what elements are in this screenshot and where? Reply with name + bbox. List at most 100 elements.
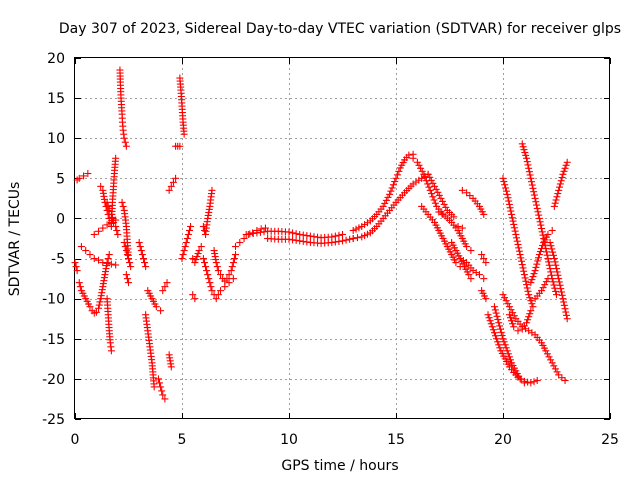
data-point-trace-ah xyxy=(440,200,448,208)
data-point-trace-au xyxy=(510,224,518,232)
data-point-trace-z xyxy=(217,287,225,295)
data-point-trace-ak xyxy=(467,275,475,283)
data-point-trace-ar xyxy=(505,353,513,361)
data-point-trace-av xyxy=(543,251,551,259)
data-point-trace-au xyxy=(523,284,531,292)
data-point-trace-t xyxy=(176,142,184,150)
data-point-trace-au xyxy=(527,297,535,305)
data-point-trace-as xyxy=(502,297,510,305)
data-points xyxy=(71,66,571,403)
data-point-trace-av xyxy=(525,168,533,176)
data-point-trace-ay xyxy=(555,275,563,283)
data-point-trace-au xyxy=(507,207,515,215)
data-point-trace-aq xyxy=(524,378,532,386)
data-point-trace-au xyxy=(513,237,521,245)
data-point-trace-b xyxy=(86,303,94,311)
data-point-trace-ac xyxy=(339,230,346,238)
data-point-trace-ag xyxy=(431,199,439,207)
data-point-trace-ay xyxy=(550,255,558,263)
data-point-trace-ar xyxy=(491,306,499,314)
y-tick-label: 5 xyxy=(56,171,65,187)
data-point-trace-ag xyxy=(409,154,417,162)
data-point-trace-ar xyxy=(501,341,509,349)
data-point-trace-au xyxy=(528,300,536,308)
data-point-trace-av xyxy=(538,224,546,232)
data-point-trace-ae xyxy=(382,196,390,204)
data-point-trace-aa xyxy=(228,263,236,271)
data-point-trace-p xyxy=(154,375,162,383)
data-point-trace-au xyxy=(520,267,528,275)
data-point-trace-ax xyxy=(550,202,558,210)
data-point-trace-as xyxy=(550,362,558,370)
data-point-trace-z xyxy=(202,263,210,271)
data-point-trace-ab xyxy=(232,243,239,251)
data-point-trace-ah xyxy=(434,188,442,196)
data-point-trace-k xyxy=(126,259,134,267)
y-tick-label: -20 xyxy=(42,372,65,388)
data-point-trace-s xyxy=(167,363,175,371)
data-point-trace-z xyxy=(208,287,216,295)
data-point-trace-z xyxy=(214,291,222,299)
data-point-trace-m xyxy=(142,263,150,271)
data-point-trace-ax xyxy=(554,190,562,198)
data-point-trace-j xyxy=(119,202,127,210)
data-point-trace-aw xyxy=(528,276,536,284)
data-point-trace-z xyxy=(205,275,213,283)
data-point-trace-v xyxy=(185,226,193,234)
data-point-trace-ay xyxy=(559,295,567,303)
data-point-trace-j xyxy=(118,198,126,206)
data-point-trace-b xyxy=(95,301,103,309)
data-point-trace-b xyxy=(105,251,113,259)
data-point-trace-ae xyxy=(387,187,395,195)
data-point-trace-y xyxy=(199,222,207,230)
data-point-trace-b xyxy=(92,308,100,316)
data-point-trace-aw xyxy=(535,254,543,262)
data-point-trace-aa xyxy=(232,251,239,259)
data-point-trace-aq xyxy=(489,326,497,334)
data-point-trace-aa xyxy=(230,255,238,263)
data-point-trace-aq xyxy=(487,320,495,328)
data-point-trace-ae xyxy=(393,171,401,179)
data-point-trace-aq xyxy=(495,341,503,349)
data-point-trace-ao xyxy=(480,255,488,263)
data-point-trace-ar xyxy=(503,347,511,355)
data-point-trace-ar xyxy=(496,325,504,333)
data-point-trace-az xyxy=(542,278,550,286)
data-point-trace-ay xyxy=(561,305,569,313)
x-tick-label: 25 xyxy=(601,432,619,448)
data-point-trace-at xyxy=(526,310,534,318)
data-point-trace-x xyxy=(189,291,197,299)
data-point-trace-i xyxy=(122,142,130,150)
y-tick-label: -15 xyxy=(42,332,65,348)
data-point-trace-av xyxy=(530,188,538,196)
data-point-trace-aq xyxy=(492,332,500,340)
x-tick-label: 20 xyxy=(494,432,512,448)
data-point-trace-au xyxy=(516,251,524,259)
data-point-trace-ao xyxy=(478,251,486,259)
data-point-trace-au xyxy=(525,291,533,299)
data-point-trace-aw xyxy=(535,251,543,259)
data-point-trace-k xyxy=(127,263,135,271)
data-point-trace-ax xyxy=(562,161,570,169)
data-point-trace-ar xyxy=(499,335,507,343)
data-point-trace-av xyxy=(535,214,543,222)
data-point-trace-ac xyxy=(331,232,339,240)
data-point-trace-al xyxy=(480,275,488,283)
data-point-trace-ae xyxy=(392,174,400,182)
data-point-trace-k xyxy=(125,255,132,263)
data-point-trace-av xyxy=(533,201,541,209)
data-point-trace-aw xyxy=(548,226,556,234)
data-point-trace-m xyxy=(141,259,149,267)
data-point-trace-as xyxy=(542,347,550,355)
data-point-trace-ay xyxy=(563,315,571,323)
data-point-trace-as xyxy=(548,359,556,367)
data-point-trace-aw xyxy=(536,248,544,256)
data-point-trace-aq xyxy=(494,338,502,346)
data-point-trace-ae xyxy=(389,181,397,189)
x-tick-label: 15 xyxy=(387,432,405,448)
data-point-trace-ay xyxy=(551,258,559,266)
data-point-trace-av xyxy=(523,158,531,166)
data-point-trace-au xyxy=(521,274,529,282)
data-point-trace-ah xyxy=(431,182,439,190)
data-point-trace-au xyxy=(511,227,519,235)
